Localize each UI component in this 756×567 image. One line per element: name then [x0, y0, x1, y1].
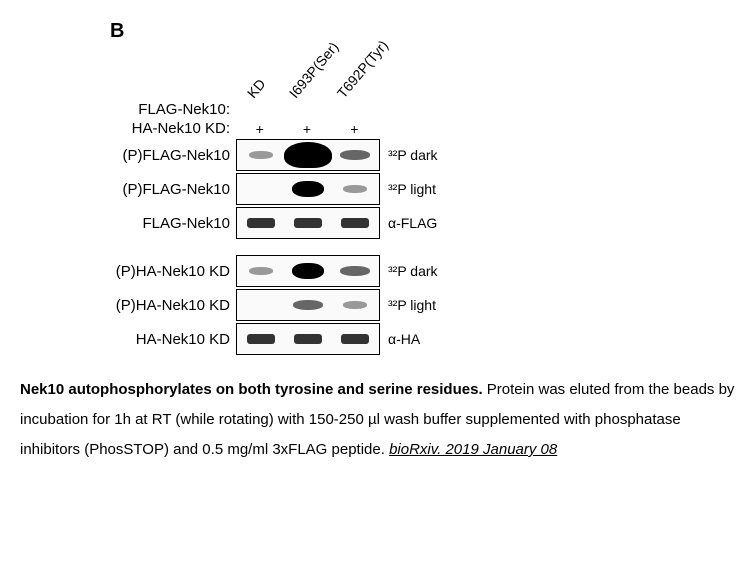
- band: [292, 263, 324, 279]
- row-label: (P)HA-Nek10 KD: [80, 297, 236, 314]
- band: [293, 300, 323, 310]
- header-label-ha: HA-Nek10 KD:: [80, 120, 236, 137]
- row-label: FLAG-Nek10: [80, 215, 236, 232]
- detection-label: ³²P light: [388, 181, 463, 197]
- band: [284, 142, 331, 168]
- band: [341, 218, 369, 228]
- caption-title: Nek10 autophosphorylates on both tyrosin…: [20, 381, 483, 398]
- band: [294, 218, 322, 228]
- detection-label: ³²P dark: [388, 147, 463, 163]
- gel-row: (P)FLAG-Nek10 ³²P light: [80, 173, 736, 205]
- band: [249, 267, 273, 275]
- header-ha-nek10: HA-Nek10 KD: + + +: [80, 120, 736, 137]
- header-cells-ha: + + +: [236, 121, 378, 137]
- detection-label: α-HA: [388, 331, 463, 347]
- section-ha-ip: (P)HA-Nek10 KD ³²P dark (P)HA-Nek10 KD ³…: [80, 255, 736, 355]
- header-flag-nek10: FLAG-Nek10:: [80, 101, 736, 118]
- gel-box: [236, 289, 380, 321]
- row-label: (P)FLAG-Nek10: [80, 181, 236, 198]
- band: [247, 218, 275, 228]
- cell: +: [350, 121, 358, 137]
- gel-box: [236, 207, 380, 239]
- detection-label: ³²P dark: [388, 263, 463, 279]
- gel-row: HA-Nek10 KD α-HA: [80, 323, 736, 355]
- gel-row: (P)FLAG-Nek10 ³²P dark: [80, 139, 736, 171]
- gel-box: [236, 255, 380, 287]
- section-flag-ip: (P)FLAG-Nek10 ³²P dark (P)FLAG-Nek10 ³²P…: [80, 139, 736, 239]
- figure-caption: Nek10 autophosphorylates on both tyrosin…: [20, 375, 736, 465]
- panel-label: B: [110, 20, 736, 43]
- gel-row: (P)HA-Nek10 KD ³²P dark: [80, 255, 736, 287]
- figure-container: KD I693P(Ser) T692P(Tyr) FLAG-Nek10: HA-…: [80, 51, 736, 355]
- detection-label: α-FLAG: [388, 215, 463, 231]
- band: [294, 334, 322, 344]
- detection-label: ³²P light: [388, 297, 463, 313]
- gel-box: [236, 139, 380, 171]
- header-label-flag: FLAG-Nek10:: [80, 101, 236, 118]
- column-labels-row: KD I693P(Ser) T692P(Tyr): [230, 51, 736, 101]
- cell: +: [303, 121, 311, 137]
- caption-source: bioRxiv. 2019 January 08: [389, 441, 557, 458]
- band: [343, 185, 367, 193]
- row-label: HA-Nek10 KD: [80, 331, 236, 348]
- col-label-kd: KD: [244, 76, 269, 101]
- band: [341, 334, 369, 344]
- col-label-tyr: T692P(Tyr): [334, 37, 391, 101]
- band: [340, 266, 370, 276]
- gel-row: FLAG-Nek10 α-FLAG: [80, 207, 736, 239]
- band: [292, 181, 324, 197]
- row-label: (P)FLAG-Nek10: [80, 147, 236, 164]
- band: [249, 151, 273, 159]
- row-label: (P)HA-Nek10 KD: [80, 263, 236, 280]
- gel-row: (P)HA-Nek10 KD ³²P light: [80, 289, 736, 321]
- band: [247, 334, 275, 344]
- band: [340, 150, 370, 160]
- gel-box: [236, 173, 380, 205]
- gel-box: [236, 323, 380, 355]
- band: [343, 301, 367, 309]
- cell: +: [256, 121, 264, 137]
- col-label-ser: I693P(Ser): [286, 39, 342, 101]
